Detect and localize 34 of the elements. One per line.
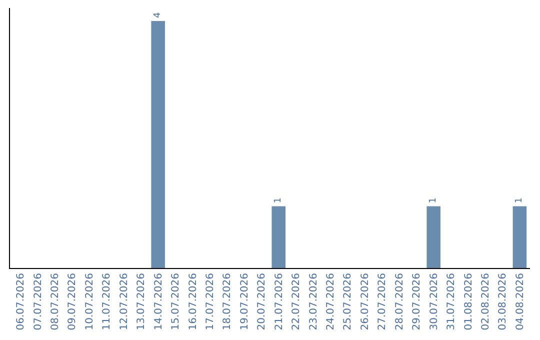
x-tick-label: 09.07.2026 <box>67 273 78 330</box>
x-tick-label: 20.07.2026 <box>256 273 268 330</box>
x-tick-label: 07.07.2026 <box>32 273 44 330</box>
x-tick-label: 14.07.2026 <box>153 273 164 330</box>
x-tick-label: 31.07.2026 <box>446 273 458 330</box>
x-tick-label: 01.08.2026 <box>463 273 474 330</box>
x-tick-label: 30.07.2026 <box>428 273 440 330</box>
data-label: 1 <box>274 198 284 204</box>
x-tick-label: 02.08.2026 <box>480 273 492 330</box>
x-tick-label: 13.07.2026 <box>136 273 148 330</box>
x-tick-label: 03.08.2026 <box>498 273 509 330</box>
x-tick-label: 10.07.2026 <box>84 273 96 330</box>
x-tick-label: 08.07.2026 <box>50 273 62 330</box>
x-tick-label: 23.07.2026 <box>308 273 320 330</box>
data-label: 1 <box>428 198 439 204</box>
x-tick-label: 16.07.2026 <box>188 273 199 330</box>
x-tick-label: 19.07.2026 <box>239 273 250 330</box>
x-tick-label: 18.07.2026 <box>222 273 234 330</box>
x-tick-label: 25.07.2026 <box>342 273 354 330</box>
x-tick-label: 21.07.2026 <box>274 273 285 330</box>
x-tick-label: 15.07.2026 <box>170 273 182 330</box>
x-tick-label: 24.07.2026 <box>326 273 337 330</box>
x-tick-label: 12.07.2026 <box>118 273 130 330</box>
x-tick-label: 17.07.2026 <box>204 273 216 330</box>
data-label: 4 <box>153 12 164 18</box>
x-tick-label: 26.07.2026 <box>360 273 371 330</box>
data-label: 1 <box>514 198 525 204</box>
x-tick-label: 06.07.2026 <box>16 273 27 330</box>
x-tick-label: 28.07.2026 <box>394 273 406 330</box>
x-tick-label: 11.07.2026 <box>102 273 113 330</box>
x-tick-label: 27.07.2026 <box>377 273 388 330</box>
x-tick-label: 04.08.2026 <box>514 273 526 330</box>
x-tick-label: 29.07.2026 <box>412 273 423 330</box>
x-tick-label: 22.07.2026 <box>291 273 302 330</box>
